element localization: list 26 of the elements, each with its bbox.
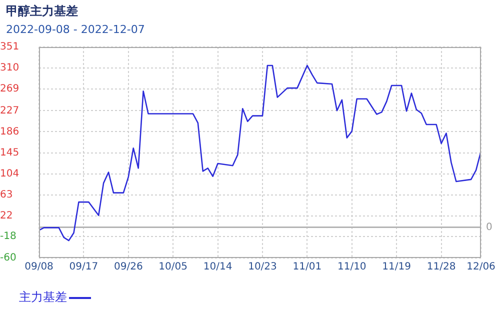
- ref-line-label: 0: [486, 222, 492, 233]
- y-tick-label: 104: [0, 168, 20, 180]
- x-tick-label: 11/28: [426, 262, 456, 273]
- x-tick-label: 10/23: [248, 262, 277, 273]
- x-tick-label: 11/10: [337, 262, 366, 273]
- x-tick-label: 10/05: [158, 262, 188, 273]
- y-tick-label: -60: [0, 252, 16, 264]
- chart-subtitle: 2022-09-08 - 2022-12-07: [6, 23, 145, 36]
- x-tick-label: 11/01: [292, 262, 322, 273]
- x-tick-label: 12/06: [466, 262, 496, 273]
- y-tick-label: 310: [0, 62, 20, 74]
- y-tick-label: 269: [0, 84, 20, 95]
- x-tick-label: 11/19: [382, 262, 411, 273]
- y-tick-label: -18: [0, 231, 16, 242]
- y-tick-label: 186: [0, 126, 20, 138]
- y-tick-label: 227: [0, 105, 20, 116]
- y-tick-label: 351: [0, 42, 20, 53]
- x-tick-label: 09/17: [69, 262, 98, 273]
- y-tick-label: 22: [0, 210, 13, 222]
- x-tick-label: 09/08: [24, 262, 54, 273]
- x-tick-label: 09/26: [114, 262, 143, 273]
- x-tick-label: 10/14: [203, 262, 232, 273]
- y-tick-label: 63: [0, 189, 13, 200]
- y-tick-label: 145: [0, 147, 20, 158]
- legend-label: 主力基差: [19, 289, 67, 306]
- chart-title: 甲醇主力基差: [6, 3, 78, 20]
